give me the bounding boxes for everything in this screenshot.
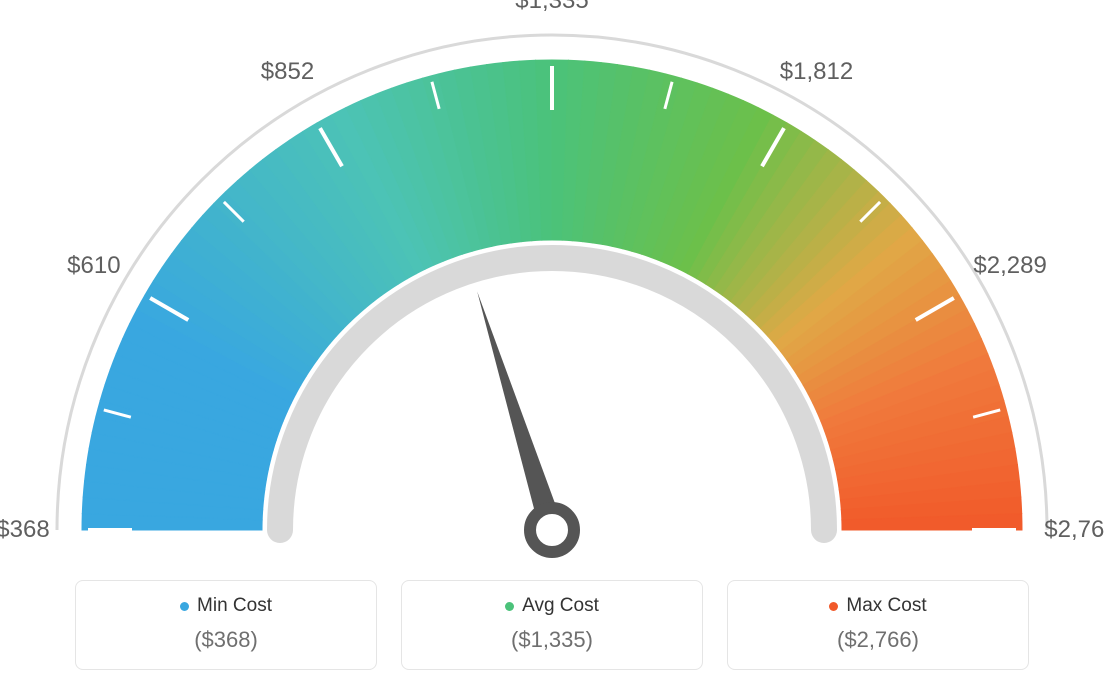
gauge-tick-label: $1,812 bbox=[780, 58, 853, 86]
gauge-tick-label: $852 bbox=[261, 58, 314, 86]
gauge-needle bbox=[477, 291, 563, 533]
legend-max-value: ($2,766) bbox=[728, 627, 1028, 653]
dot-max-icon bbox=[829, 602, 838, 611]
dot-min-icon bbox=[180, 602, 189, 611]
legend-max-title: Max Cost bbox=[846, 595, 926, 617]
dot-avg-icon bbox=[505, 602, 514, 611]
gauge-tick-label: $610 bbox=[67, 252, 120, 280]
legend-avg-title: Avg Cost bbox=[522, 595, 599, 617]
gauge-tick-label: $2,766 bbox=[1044, 516, 1104, 544]
legend-card-max: Max Cost ($2,766) bbox=[727, 580, 1029, 670]
gauge-tick-label: $368 bbox=[0, 516, 50, 544]
legend-card-avg: Avg Cost ($1,335) bbox=[401, 580, 703, 670]
legend-row: Min Cost ($368) Avg Cost ($1,335) Max Co… bbox=[0, 580, 1104, 670]
gauge-arc bbox=[82, 60, 1022, 530]
needle-hub-icon bbox=[530, 508, 574, 552]
gauge-svg bbox=[0, 10, 1104, 570]
legend-min-value: ($368) bbox=[76, 627, 376, 653]
gauge-tick-label: $1,335 bbox=[515, 0, 588, 15]
gauge-chart: $368$610$852$1,335$1,812$2,289$2,766 bbox=[0, 10, 1104, 570]
legend-card-min: Min Cost ($368) bbox=[75, 580, 377, 670]
legend-min-title: Min Cost bbox=[197, 595, 272, 617]
legend-avg-value: ($1,335) bbox=[402, 627, 702, 653]
gauge-tick-label: $2,289 bbox=[973, 252, 1046, 280]
